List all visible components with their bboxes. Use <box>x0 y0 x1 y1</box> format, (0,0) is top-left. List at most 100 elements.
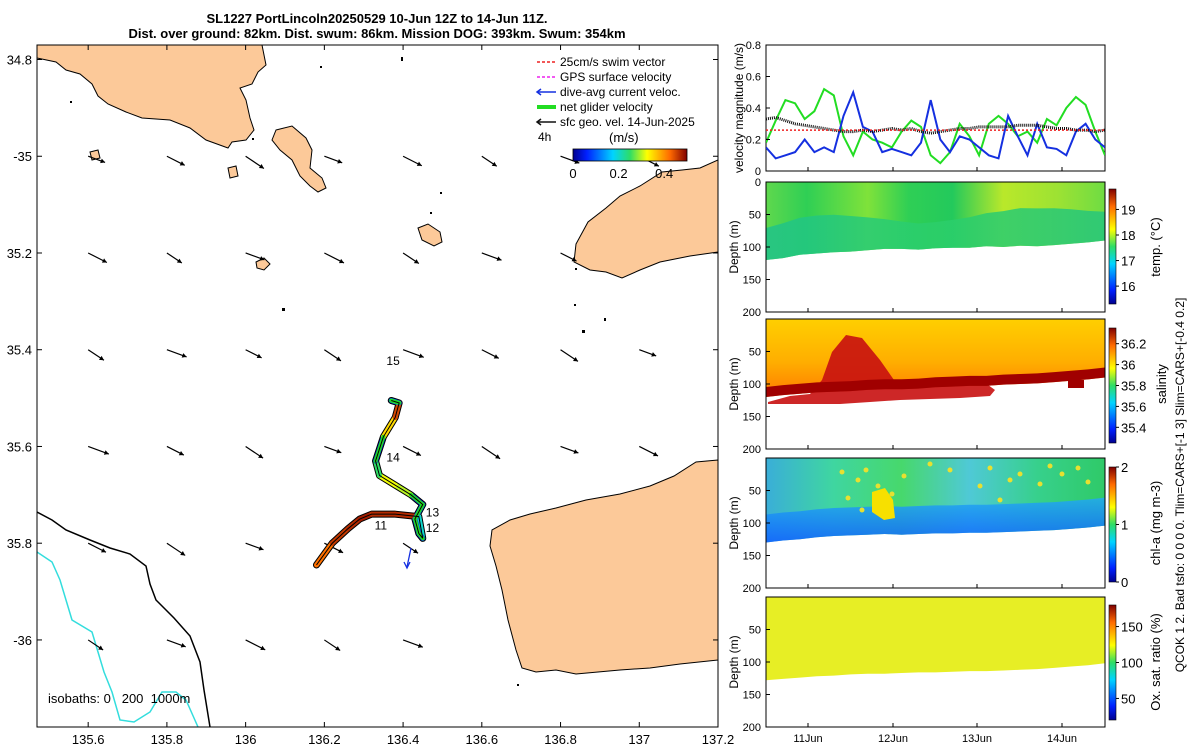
temperature-deep-layer <box>766 208 1105 260</box>
current-arrowhead <box>335 646 341 651</box>
colorbar-tick-label: 17 <box>1121 254 1135 269</box>
map-x-tick-label: 137.2 <box>702 732 735 747</box>
chla-dot <box>997 497 1003 503</box>
salinity-panel: Depth (m) 50 100 150 200 35.4 35.6 35.8 36 36.2… <box>727 318 1169 456</box>
day-label-13: 13 <box>426 505 440 519</box>
chla-dot <box>845 495 851 501</box>
colorbar-tick-label: 2 <box>1121 460 1128 475</box>
map-x-tick-label: 136.4 <box>387 732 420 747</box>
chla-dot <box>927 461 933 467</box>
colorbar-tick-label: 16 <box>1121 279 1135 294</box>
isobath-cyan <box>37 551 199 727</box>
current-arrowhead <box>416 161 422 166</box>
colorbar-tick-label: 0 <box>1121 575 1128 590</box>
map-y-tick-label: -36 <box>13 633 32 648</box>
chla-dot <box>977 483 983 489</box>
depth-tick-label: 200 <box>743 722 761 734</box>
current-arrowhead <box>98 645 104 650</box>
colorbar-tick-label: 35.6 <box>1121 399 1146 414</box>
salinity-colorbar <box>1108 327 1117 444</box>
current-arrowhead <box>338 548 344 553</box>
chla-dot <box>875 483 881 489</box>
current-arrowhead <box>491 161 497 167</box>
map-legend: 25cm/s swim vector GPS surface velocity … <box>535 55 695 181</box>
chla-dot <box>947 467 953 473</box>
isobaths-label: isobaths: 0 200 1000m <box>48 691 190 706</box>
depth-tick-label: 50 <box>749 486 761 498</box>
track-map: 11 12 13 14 15 25cm/s swim vector GPS su… <box>7 44 735 747</box>
salinity-ylabel: Depth (m) <box>727 357 741 410</box>
current-arrowhead <box>103 450 109 455</box>
surface-current-arrows <box>87 155 660 652</box>
chla-dot <box>901 473 907 479</box>
colorbar-tick-label: 36.2 <box>1121 337 1146 352</box>
time-tick-label: 11Jun <box>793 733 822 745</box>
depth-tick-label: 50 <box>749 625 761 637</box>
velocity-panel: 0 0.2 0.4 0.6 0.8 velocity magnitude (m/s) <box>732 40 1106 178</box>
colorbar-tick-label: 18 <box>1121 228 1135 243</box>
current-arrowhead <box>176 258 182 264</box>
depth-tick-label: 100 <box>743 657 761 669</box>
legend-4h-label: 4h <box>538 130 551 144</box>
colorbar-tick-label: 36 <box>1121 358 1135 373</box>
oxygen-colorbar <box>1108 604 1117 721</box>
depth-tick-label: 100 <box>743 379 761 391</box>
land-island-small-3 <box>227 165 239 179</box>
current-arrowhead <box>260 645 266 651</box>
current-arrowhead <box>418 353 424 359</box>
velocity-series <box>766 87 1105 165</box>
current-arrowhead <box>337 159 343 164</box>
map-colorbar-tick-0: 0 <box>569 166 576 181</box>
dive-avg-current-arrow <box>406 547 412 568</box>
current-arrowhead <box>256 353 262 359</box>
title-line-2: Dist. over ground: 82km. Dist. swum: 86k… <box>128 26 625 41</box>
colorbar-tick-label: 50 <box>1121 691 1135 706</box>
current-arrowhead <box>571 257 577 262</box>
legend-sfc-arrowhead <box>535 118 542 126</box>
current-arrowhead <box>258 164 264 169</box>
map-y-tick-label: 35.8 <box>7 536 32 551</box>
glider-track <box>312 397 427 569</box>
current-arrowhead <box>336 448 342 454</box>
chla-dot <box>1047 463 1053 469</box>
current-arrowhead <box>573 449 579 454</box>
velocity-series-line <box>766 115 1105 135</box>
chla-y-axis: 50 100 150 200 <box>743 486 1063 595</box>
coastal-specks <box>70 57 606 686</box>
depth-tick-label: 150 <box>743 412 761 424</box>
temperature-colorbar <box>1108 188 1117 305</box>
land-yorke-peninsula <box>37 45 267 149</box>
land-island-small-1 <box>417 223 443 247</box>
depth-tick-label: 150 <box>743 690 761 702</box>
current-arrowhead <box>652 451 658 457</box>
day-label-11: 11 <box>375 518 388 532</box>
legend-net-label: net glider velocity <box>560 100 653 114</box>
chla-dot <box>1059 471 1065 477</box>
colorbar-tick-label: 19 <box>1121 202 1135 217</box>
oxygen-panel: Depth (m) 50 100 150 200 50 100 150 Ox. sat. … <box>727 596 1163 745</box>
velocity-x-ticks <box>807 167 1063 171</box>
salinity-colorbar-ticks: 35.4 35.6 35.8 36 36.2 <box>1116 337 1146 435</box>
oxygen-y-axis: 50 100 150 200 <box>743 625 1063 734</box>
depth-tick-label: 200 <box>743 583 761 595</box>
colorbar-tick-label: 35.8 <box>1121 379 1146 394</box>
title-line-1: SL1227 PortLincoln20250529 10-Jun 12Z to… <box>206 11 547 26</box>
chla-colorbar-label: chl-a (mg m-3) <box>1148 481 1163 566</box>
velocity-y-tick-label: 0.6 <box>746 72 761 84</box>
map-x-tick-label: 136 <box>235 732 257 747</box>
chla-dot <box>1017 471 1023 477</box>
map-colorbar-tick-1: 0.2 <box>610 166 628 181</box>
land-fleurieu-peninsula <box>573 159 718 279</box>
legend-dive-label: dive-avg current veloc. <box>560 85 681 99</box>
depth-tick-label: 200 <box>743 307 761 319</box>
map-y-tick-label: 35.4 <box>7 343 32 358</box>
depth-tick-label: 50 <box>749 210 761 222</box>
salinity-y-axis: 50 100 150 200 <box>743 347 1063 456</box>
velocity-y-tick-label: 0.4 <box>746 103 761 115</box>
map-y-tick-label: 35.6 <box>7 439 32 454</box>
map-y-tick-label: 35.2 <box>7 246 32 261</box>
velocity-y-axis: 0 0.2 0.4 0.6 0.8 <box>746 40 770 178</box>
depth-tick-label: 100 <box>743 242 761 254</box>
chla-panel: Depth (m) 50 100 150 200 0 1 2 chl-a (mg m-3) <box>727 457 1163 595</box>
chla-dot <box>1075 465 1081 471</box>
